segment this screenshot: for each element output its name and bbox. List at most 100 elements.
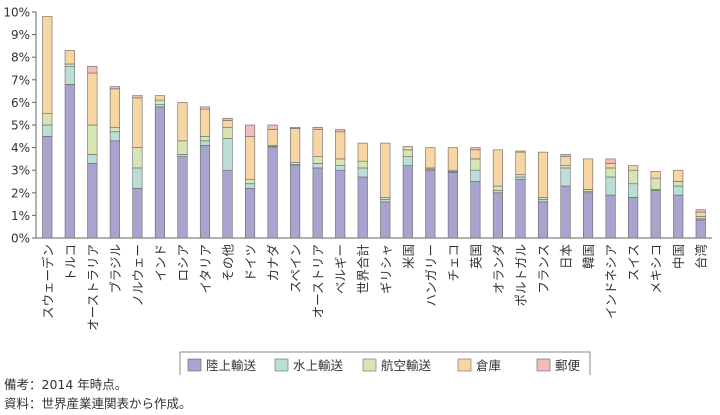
bar-segment (515, 151, 526, 176)
bar-segment (560, 167, 571, 187)
bar-segment (199, 136, 211, 142)
x-tick-label: 日本 (559, 244, 574, 270)
bar-segment (492, 185, 503, 191)
bar-segment (199, 140, 211, 146)
bar-segment (132, 187, 143, 239)
x-tick-label: オランダ (491, 244, 506, 294)
chart-notes: 備考：2014 年時点。 資料：世界産業連関表から作成。 (4, 375, 192, 413)
bar-segment (42, 124, 53, 137)
bar-segment (470, 169, 481, 182)
bar-segment (492, 149, 503, 187)
bar-segment (335, 169, 346, 239)
x-tick-label: 台湾 (694, 244, 709, 269)
x-tick-label: ベルギー (333, 244, 348, 294)
bar-segment (154, 95, 165, 101)
bar-segment (335, 131, 346, 160)
legend-label: 陸上輸送 (206, 358, 257, 373)
x-tick-label: インド (153, 244, 168, 282)
bar-segment (177, 140, 188, 155)
stacked-bar-chart: 0% 1% 2% 3% 4% 5% 6% 7% 8% 9% 10% スウェーデン トルコ オーストラリアブ… (3, 6, 712, 375)
bar-segment (357, 176, 368, 239)
bar-segment (335, 129, 346, 133)
bar-segment (64, 65, 75, 85)
y-tick-label: 2% (11, 186, 30, 200)
legend-swatch (536, 358, 551, 372)
bar-segment (64, 63, 75, 67)
bar-segment (695, 211, 706, 217)
bar-segment (42, 136, 53, 239)
bar-segment (199, 106, 211, 110)
y-tick-label: 5% (11, 119, 30, 133)
bar-segment (673, 194, 684, 239)
bar-segment (267, 129, 278, 146)
bar-segment (425, 147, 436, 169)
y-tick-label: 0% (11, 232, 30, 246)
bar-segment (290, 126, 301, 129)
legend-swatch (274, 358, 289, 372)
bar-segment (267, 147, 278, 239)
bar-segment (222, 120, 233, 128)
bar-segment (583, 189, 594, 192)
legend-swatch (362, 358, 377, 372)
x-tick-label: ポルトガル (513, 244, 528, 307)
bar-segment (290, 128, 301, 163)
bar-segment (357, 160, 368, 169)
bar-segment (222, 169, 233, 239)
bar-segment (560, 156, 571, 166)
bar-segment (605, 163, 616, 169)
x-tick-label: ギリシャ (378, 244, 393, 294)
y-tick-label: 3% (11, 164, 30, 178)
x-tick-label: 世界合計 (356, 244, 371, 294)
bar-segment (154, 104, 165, 108)
legend-label: 倉庫 (476, 358, 501, 373)
bar-segment (605, 158, 616, 164)
legend-label: 水上輸送 (293, 358, 344, 373)
bar-segment (245, 136, 256, 180)
bar-segment (312, 129, 323, 157)
bar-segment (132, 147, 143, 169)
bar-segment (87, 65, 98, 74)
bar-segment (605, 194, 616, 239)
bar-segment (312, 156, 323, 164)
bar-segment (312, 126, 323, 130)
x-tick-label: 英国 (468, 244, 483, 269)
bar-segment (177, 102, 188, 142)
legend-label: 航空輸送 (381, 358, 432, 373)
bar-segment (177, 154, 188, 157)
bar-segment (290, 165, 301, 239)
bar-segment (537, 199, 549, 203)
bar-segment (87, 163, 98, 239)
bar-segment (42, 16, 53, 115)
bar-segment (650, 190, 661, 239)
bar-segment (87, 154, 98, 164)
bar-segment (650, 171, 661, 179)
bar-segment (87, 124, 98, 155)
bar-segment (154, 106, 165, 239)
bar-segment (64, 84, 75, 239)
y-tick-label: 4% (11, 141, 30, 155)
bar-segment (402, 149, 413, 157)
bar-segment (199, 108, 211, 137)
bar-segment (109, 88, 120, 128)
note-source: 資料：世界産業連関表から作成。 (4, 396, 192, 411)
bar-segment (42, 113, 53, 126)
x-tick-label: フランス (536, 244, 551, 294)
bar-segment (673, 181, 684, 187)
x-tick-label: カナダ (266, 244, 281, 282)
bar-segment (537, 197, 549, 200)
bar-segment (245, 183, 256, 189)
bar-segment (470, 181, 481, 239)
x-tick-label: ブラジル (108, 244, 123, 294)
bar-segment (245, 178, 256, 185)
bar-segment (470, 149, 481, 160)
bar-segment (515, 176, 526, 180)
bar-segment (132, 95, 143, 99)
y-tick-label: 10% (3, 6, 30, 20)
bar-segment (222, 126, 233, 139)
x-tick-label: トルコ (63, 244, 78, 281)
x-tick-label: 中国 (671, 244, 686, 269)
bar-segment (560, 185, 571, 239)
bar-segment (245, 124, 256, 137)
bar-segment (695, 219, 706, 239)
bar-segment (605, 167, 616, 178)
